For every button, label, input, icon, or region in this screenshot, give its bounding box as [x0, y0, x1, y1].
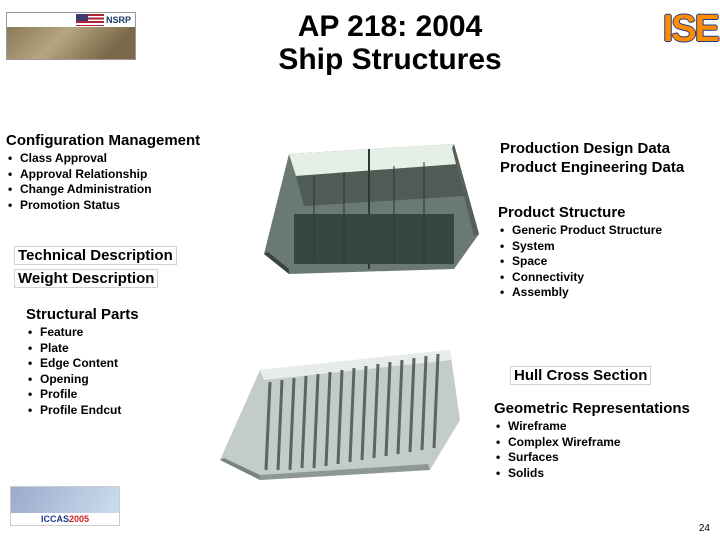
geometric-representations-heading: Geometric Representations: [494, 400, 690, 417]
nsrp-eagle-icon: [7, 27, 135, 59]
hull-ribs-icon: [200, 330, 470, 490]
nsrp-logo: NSRP: [6, 12, 136, 60]
ise-letter: I: [663, 8, 672, 51]
production-data-block: Production Design Data Product Engineeri…: [500, 140, 684, 178]
weight-description-heading: Weight Description: [14, 269, 158, 288]
technical-description-heading: Technical Description: [14, 246, 177, 265]
ship-cross-section-icon: [254, 134, 484, 284]
list-item: Wireframe: [496, 419, 690, 435]
slide-title: AP 218: 2004 Ship Structures: [150, 10, 630, 76]
geometric-representations-list: Wireframe Complex Wireframe Surfaces Sol…: [494, 419, 690, 481]
production-design-heading: Production Design Data: [500, 140, 684, 157]
iccas-text: ICCAS2005: [11, 513, 119, 525]
page-number: 24: [699, 523, 710, 534]
list-item: Solids: [496, 466, 690, 482]
title-line-1: AP 218: 2004: [150, 10, 630, 43]
product-structure-block: Product Structure Generic Product Struct…: [498, 204, 662, 301]
list-item: Feature: [28, 325, 139, 341]
ise-letter: E: [695, 8, 718, 51]
us-flag-icon: [76, 14, 104, 26]
list-item: Profile: [28, 387, 139, 403]
config-management-list: Class Approval Approval Relationship Cha…: [6, 151, 200, 213]
list-item: Surfaces: [496, 450, 690, 466]
geometric-representations-block: Geometric Representations Wireframe Comp…: [494, 400, 690, 481]
list-item: Change Administration: [8, 182, 200, 198]
hull-cross-section-block: Hull Cross Section: [510, 366, 651, 387]
structural-parts-block: Structural Parts Feature Plate Edge Cont…: [26, 306, 139, 419]
list-item: Class Approval: [8, 151, 200, 167]
product-structure-list: Generic Product Structure System Space C…: [498, 223, 662, 301]
list-item: Profile Endcut: [28, 403, 139, 419]
hull-cross-section-heading: Hull Cross Section: [510, 366, 651, 385]
config-management-heading: Configuration Management: [6, 132, 200, 149]
list-item: Opening: [28, 372, 139, 388]
nsrp-logo-top: NSRP: [7, 13, 135, 27]
iccas-year: 2005: [69, 514, 89, 524]
tech-weight-block: Technical Description Weight Description: [14, 246, 177, 290]
list-item: Approval Relationship: [8, 167, 200, 183]
product-structure-heading: Product Structure: [498, 204, 662, 221]
product-engineering-heading: Product Engineering Data: [500, 159, 684, 176]
list-item: System: [500, 239, 662, 255]
iccas-logo: ICCAS2005: [10, 486, 120, 526]
structural-parts-heading: Structural Parts: [26, 306, 139, 323]
nsrp-text: NSRP: [106, 15, 131, 25]
list-item: Connectivity: [500, 270, 662, 286]
title-line-2: Ship Structures: [150, 43, 630, 76]
list-item: Plate: [28, 341, 139, 357]
list-item: Space: [500, 254, 662, 270]
ise-logo: ISE: [663, 8, 718, 51]
list-item: Promotion Status: [8, 198, 200, 214]
list-item: Generic Product Structure: [500, 223, 662, 239]
iccas-label: ICCAS: [41, 514, 69, 524]
iccas-graphic-icon: [11, 487, 119, 513]
list-item: Assembly: [500, 285, 662, 301]
config-management-block: Configuration Management Class Approval …: [6, 132, 200, 213]
structural-parts-list: Feature Plate Edge Content Opening Profi…: [26, 325, 139, 419]
list-item: Complex Wireframe: [496, 435, 690, 451]
ise-letter: S: [671, 8, 694, 51]
list-item: Edge Content: [28, 356, 139, 372]
